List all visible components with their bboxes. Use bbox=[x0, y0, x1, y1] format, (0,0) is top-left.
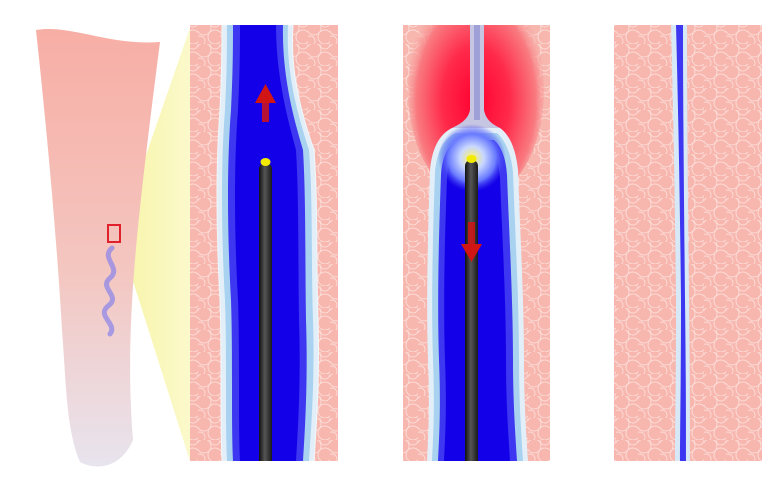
leg-shape bbox=[36, 28, 160, 467]
closed-vein-core bbox=[474, 25, 480, 120]
leg-vein bbox=[101, 245, 117, 337]
panel-vein-closed bbox=[614, 25, 762, 461]
marker-box bbox=[107, 224, 121, 243]
catheter bbox=[465, 160, 478, 461]
leg-panel bbox=[36, 28, 190, 467]
vein-lumen bbox=[676, 25, 686, 461]
catheter bbox=[259, 163, 272, 461]
catheter-tip-icon bbox=[260, 158, 271, 166]
down-arrow-icon bbox=[461, 222, 482, 262]
zoom-cone bbox=[120, 28, 190, 461]
up-arrow-icon bbox=[255, 84, 276, 122]
panel-catheter-inserted bbox=[190, 25, 338, 461]
panel-heating-retracting bbox=[403, 25, 550, 461]
catheter-tip-icon bbox=[466, 155, 477, 163]
